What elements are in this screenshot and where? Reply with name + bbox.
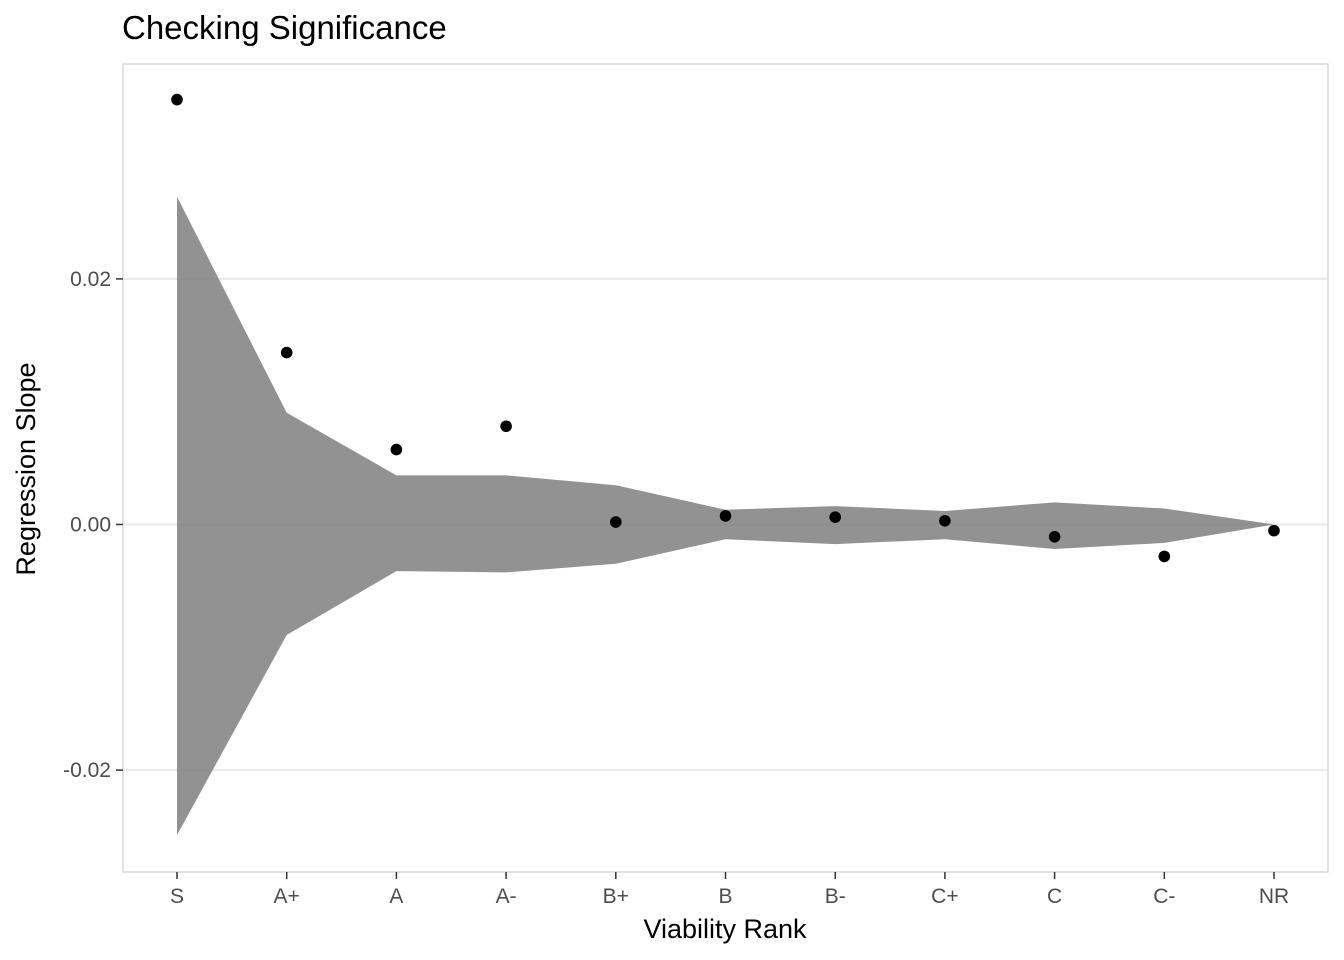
data-points [171, 93, 1280, 563]
x-tick-label-C+: C+ [931, 885, 958, 908]
y-tick-label-2: 0.02 [70, 268, 111, 291]
data-point-C [1048, 530, 1061, 543]
data-point-A [390, 443, 403, 456]
data-point-NR [1268, 524, 1280, 537]
data-point-S [171, 93, 183, 106]
chart-title: Checking Significance [122, 9, 447, 46]
y-tick-label-0: -0.02 [63, 759, 111, 782]
x-tick-label-A: A [389, 885, 403, 908]
x-axis: S A+ A A- B+ B B- C+ C C- NR [170, 872, 1289, 908]
x-tick-label-A+: A+ [274, 885, 300, 908]
data-point-A- [500, 420, 512, 433]
x-tick-label-A-: A- [496, 885, 517, 908]
y-axis-title: Regression Slope [11, 362, 41, 575]
data-point-C- [1158, 550, 1171, 563]
x-tick-label-C: C [1047, 885, 1062, 908]
x-tick-label-B-: B- [825, 885, 846, 908]
data-point-B+ [610, 516, 622, 528]
data-point-B- [829, 511, 841, 523]
x-tick-label-S: S [170, 885, 184, 908]
x-axis-title: Viability Rank [643, 914, 807, 944]
data-point-C+ [939, 515, 951, 527]
data-point-A+ [280, 346, 293, 359]
data-point-B [719, 510, 732, 522]
x-tick-label-NR: NR [1259, 885, 1289, 908]
y-axis: -0.02 0.00 0.02 [63, 268, 123, 782]
x-tick-label-C-: C- [1153, 885, 1175, 908]
x-tick-label-B+: B+ [603, 885, 629, 908]
y-tick-label-1: 0.00 [70, 513, 111, 536]
x-tick-label-B: B [718, 885, 732, 908]
